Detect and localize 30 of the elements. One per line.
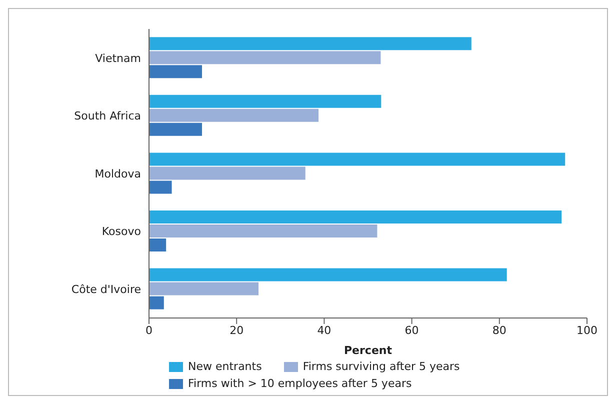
y-tick-label: Kosovo bbox=[102, 225, 142, 238]
bar bbox=[149, 268, 507, 282]
bar bbox=[149, 238, 166, 252]
x-tick-label: 80 bbox=[492, 324, 506, 337]
bar bbox=[149, 210, 562, 224]
bar bbox=[149, 51, 381, 64]
bar bbox=[149, 152, 566, 166]
bar bbox=[149, 108, 319, 122]
y-tick-label: Moldova bbox=[94, 167, 141, 180]
bar bbox=[149, 296, 164, 310]
x-tick-label: 40 bbox=[317, 324, 332, 337]
y-tick-label: Vietnam bbox=[95, 52, 141, 65]
bar bbox=[149, 166, 306, 180]
legend-label: New entrants bbox=[187, 360, 262, 373]
y-tick-label: Côte d'Ivoire bbox=[71, 283, 142, 296]
bar bbox=[149, 224, 378, 238]
x-tick-label: 60 bbox=[404, 324, 419, 337]
bar bbox=[149, 37, 472, 50]
bar bbox=[149, 65, 202, 78]
bar bbox=[149, 94, 382, 108]
legend-label: Firms surviving after 5 years bbox=[302, 360, 460, 373]
x-tick-label: 20 bbox=[230, 324, 244, 337]
x-tick-label: 0 bbox=[146, 324, 152, 337]
legend-label: Firms with > 10 employees after 5 years bbox=[187, 377, 412, 390]
x-tick-label: 100 bbox=[576, 324, 598, 337]
bar bbox=[149, 122, 202, 136]
bar bbox=[149, 180, 172, 194]
x-axis-title: Percent bbox=[344, 344, 392, 357]
y-tick-label: South Africa bbox=[74, 110, 141, 123]
bar bbox=[149, 282, 258, 296]
